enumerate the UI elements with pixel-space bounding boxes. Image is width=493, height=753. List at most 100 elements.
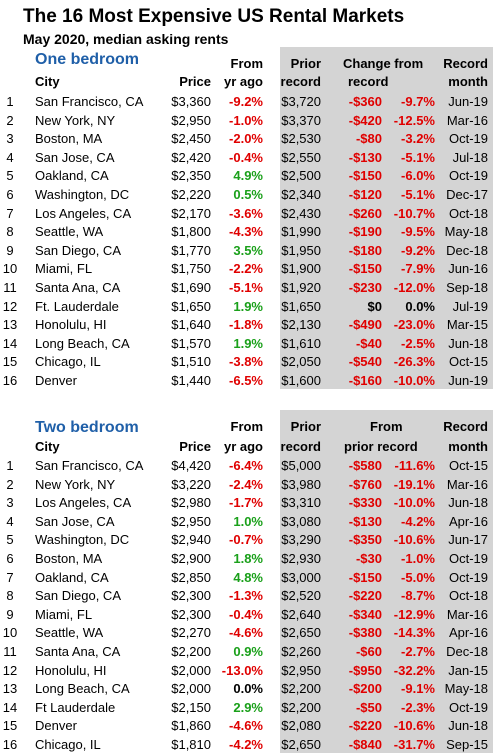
change-yr-ago-cell: -4.6% <box>229 625 263 641</box>
prior-record-cell: $2,130 <box>281 317 321 333</box>
header-city: City <box>35 439 60 454</box>
rank-cell: 1 <box>6 94 14 109</box>
city-cell: Boston, MA <box>35 551 103 566</box>
change-dollar-cell: -$40 <box>355 335 382 351</box>
change-dollar-cell: -$580 <box>348 458 382 473</box>
rank-cell: 8 <box>6 588 14 604</box>
city-cell: Seattle, WA <box>35 224 104 240</box>
price-cell: $1,810 <box>171 737 211 752</box>
change-pct-cell: -3.2% <box>401 131 435 147</box>
change-pct-cell: -12.5% <box>393 112 435 128</box>
price-cell: $2,420 <box>171 149 211 165</box>
table-row: 11 Santa Ana, CA $2,200 0.9% $2,260 -$60 -2.7%… <box>0 643 493 661</box>
table-row: 1 San Francisco, CA $3,360 -9.2% $3,720 -$360… <box>0 93 493 111</box>
header-price: Price <box>179 439 211 454</box>
price-cell: $1,510 <box>171 354 211 370</box>
prior-record-cell: $2,260 <box>281 644 321 659</box>
city-cell: Chicago, IL <box>35 737 101 752</box>
section-title-two-bedroom: Two bedroom <box>35 419 139 436</box>
change-yr-ago-cell: -2.2% <box>229 261 263 277</box>
change-pct-cell: -5.1% <box>401 149 435 165</box>
change-dollar-cell: -$230 <box>348 280 382 295</box>
prior-record-cell: $1,950 <box>281 242 321 258</box>
city-cell: New York, NY <box>35 112 116 128</box>
header-from-record-l2: prior record <box>344 439 418 454</box>
price-cell: $2,900 <box>171 551 211 566</box>
header-from-record-l1: From <box>370 419 403 434</box>
prior-record-cell: $1,600 <box>281 373 321 388</box>
header-prior-l3: record <box>280 74 321 89</box>
header-month-l2: month <box>448 74 488 89</box>
record-month-cell: Jun-19 <box>448 94 488 109</box>
change-dollar-cell: -$130 <box>348 149 382 165</box>
record-month-cell: Jun-18 <box>448 718 488 734</box>
table-row: 9 Miami, FL $2,300 -0.4% $2,640 -$340 -12.9% Ma… <box>0 606 493 624</box>
city-cell: Miami, FL <box>35 606 93 622</box>
table-row: 16 Chicago, IL $1,810 -4.2% $2,650 -$840 -31.7… <box>0 736 493 753</box>
table-row: 4 San Jose, CA $2,950 1.0% $3,080 -$130 -4.2% A… <box>0 513 493 531</box>
prior-record-cell: $2,930 <box>281 551 321 566</box>
change-pct-cell: -9.2% <box>401 242 435 258</box>
rank-cell: 5 <box>6 532 14 548</box>
change-pct-cell: -10.6% <box>393 718 435 734</box>
prior-record-cell: $2,530 <box>281 131 321 147</box>
rank-cell: 7 <box>6 569 14 585</box>
change-dollar-cell: -$30 <box>355 551 382 566</box>
city-cell: Long Beach, CA <box>35 335 130 351</box>
change-yr-ago-cell: -4.2% <box>229 737 263 752</box>
page-subtitle: May 2020, median asking rents <box>23 31 229 47</box>
city-cell: Miami, FL <box>35 261 93 277</box>
city-cell: Honolulu, HI <box>35 317 107 333</box>
header-change-l2: yr ago <box>223 74 263 89</box>
change-dollar-cell: -$220 <box>348 718 382 734</box>
prior-record-cell: $3,290 <box>281 532 321 548</box>
table-row: 15 Chicago, IL $1,510 -3.8% $2,050 -$540 -26.3… <box>0 353 493 371</box>
change-yr-ago-cell: 1.8% <box>233 551 263 566</box>
change-dollar-cell: -$350 <box>348 532 382 548</box>
city-cell: Honolulu, HI <box>35 662 107 678</box>
header-price: Price <box>179 74 211 89</box>
price-cell: $1,750 <box>171 261 211 277</box>
record-month-cell: Dec-18 <box>446 242 488 258</box>
record-month-cell: Mar-15 <box>446 317 488 333</box>
change-pct-cell: -12.0% <box>393 280 435 295</box>
city-cell: Ft. Lauderdale <box>35 298 119 314</box>
rank-cell: 13 <box>2 681 18 697</box>
price-cell: $2,450 <box>171 131 211 147</box>
change-dollar-cell: -$80 <box>355 131 382 147</box>
record-month-cell: Oct-19 <box>448 551 488 566</box>
price-cell: $2,950 <box>171 513 211 529</box>
change-pct-cell: -14.3% <box>393 625 435 641</box>
record-month-cell: Mar-16 <box>446 476 488 492</box>
change-dollar-cell: -$760 <box>348 476 382 492</box>
city-cell: Los Angeles, CA <box>35 495 132 511</box>
change-pct-cell: -5.1% <box>401 187 435 202</box>
table-row: 13 Long Beach, CA $2,000 0.0% $2,200 -$200 -9.… <box>0 680 493 698</box>
city-cell: Ft Lauderdale <box>35 699 116 715</box>
table-row: 3 Los Angeles, CA $2,980 -1.7% $3,310 -$330 -1… <box>0 494 493 512</box>
rank-cell: 15 <box>2 354 18 370</box>
city-cell: Denver <box>35 373 77 388</box>
rank-cell: 6 <box>6 187 14 202</box>
city-cell: San Francisco, CA <box>35 94 144 109</box>
record-month-cell: Dec-18 <box>446 644 488 659</box>
change-dollar-cell: -$160 <box>348 373 382 388</box>
rank-cell: 8 <box>6 224 14 240</box>
prior-record-cell: $3,000 <box>281 569 321 585</box>
rank-cell: 2 <box>6 476 14 492</box>
table-row: 7 Oakland, CA $2,850 4.8% $3,000 -$150 -5.0% Oc… <box>0 569 493 587</box>
table-row: 2 New York, NY $2,950 -1.0% $3,370 -$420 -12.5… <box>0 112 493 130</box>
change-yr-ago-cell: -13.0% <box>221 662 263 678</box>
prior-record-cell: $2,650 <box>281 737 321 752</box>
shaded-record-area-two-bedroom <box>280 410 493 753</box>
change-dollar-cell: -$330 <box>348 495 382 511</box>
city-cell: San Diego, CA <box>35 242 121 258</box>
header-prior-l2: record <box>280 439 321 454</box>
price-cell: $1,640 <box>171 317 211 333</box>
change-yr-ago-cell: -1.0% <box>229 112 263 128</box>
price-cell: $2,000 <box>171 681 211 697</box>
price-cell: $3,220 <box>171 476 211 492</box>
change-yr-ago-cell: -0.7% <box>229 532 263 548</box>
city-cell: Chicago, IL <box>35 354 101 370</box>
record-month-cell: May-18 <box>444 681 488 697</box>
